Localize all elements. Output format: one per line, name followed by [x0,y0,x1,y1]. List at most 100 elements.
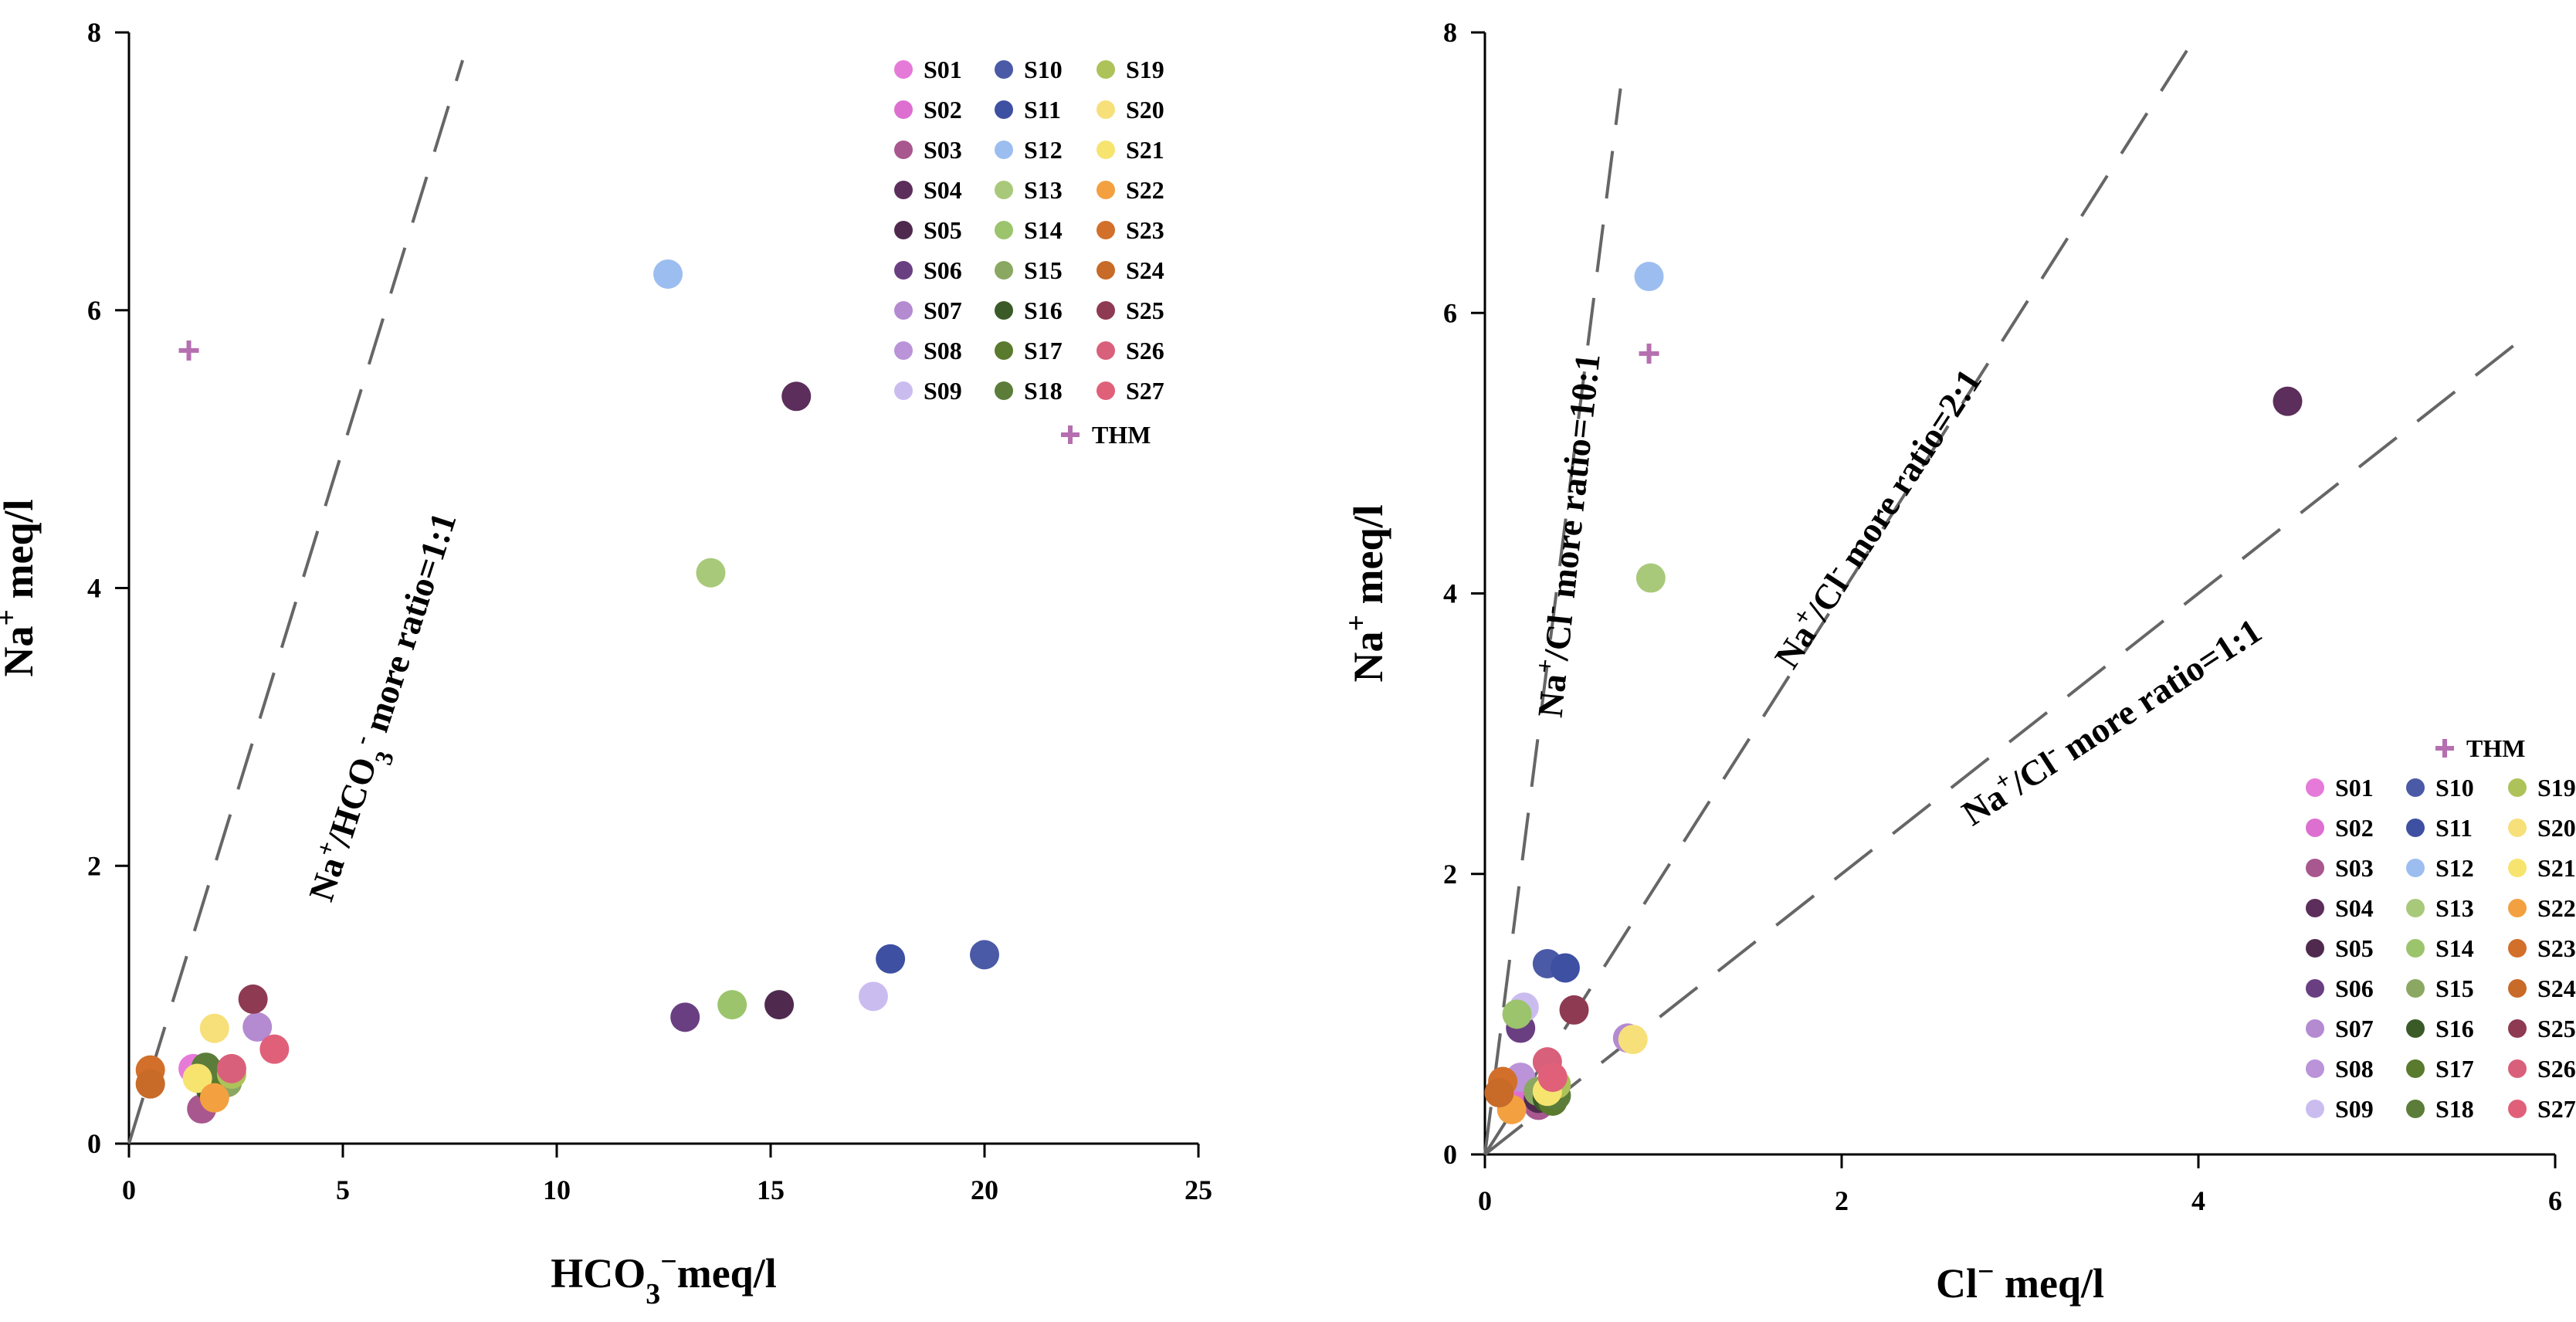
data-point-thm [178,340,199,361]
legend-label-s20: S20 [2537,814,2576,842]
legend-label-s15: S15 [2435,975,2474,1002]
data-point-s05 [764,990,795,1020]
legend-label-s19: S19 [1126,56,1164,83]
data-point-s25 [1559,995,1589,1025]
legend-label-s01: S01 [924,56,962,83]
legend-marker-s11 [995,100,1013,119]
data-point-s12 [1634,262,1664,292]
data-point-s20 [199,1013,229,1043]
y-tick-label: 6 [1443,297,1457,328]
data-point-s06 [670,1002,700,1032]
legend-marker-s13 [995,181,1013,199]
data-point-s24 [1484,1078,1514,1108]
legend-marker-s26 [1096,341,1115,360]
legend-marker-s06 [2306,979,2324,998]
legend-marker-s27 [2508,1100,2527,1118]
legend-marker-s14 [995,221,1013,239]
ratio-annotation-2: Na+/Cl- more ratio=2:1 [1763,360,1989,676]
legend-marker-s09 [894,381,913,400]
legend-marker-s25 [2508,1019,2527,1038]
legend-label-s18: S18 [2435,1095,2474,1123]
data-point-s20 [1618,1025,1648,1055]
legend-label-s03: S03 [2335,854,2374,882]
legend-label-s09: S09 [924,377,962,405]
y-tick-label: 8 [1443,17,1457,48]
legend-label-s21: S21 [2537,854,2576,882]
x-tick-label: 10 [543,1175,571,1205]
x-tick-label: 0 [1478,1185,1492,1216]
legend-marker-s24 [1096,261,1115,280]
legend-marker-s06 [894,261,913,280]
legend-label-s25: S25 [1126,297,1164,324]
legend-marker-s03 [2306,859,2324,877]
legend-marker-s03 [894,141,913,159]
legend-marker-s05 [2306,939,2324,958]
legend-label-s06: S06 [924,256,962,284]
legend-label-s10: S10 [2435,774,2474,802]
legend-label-s26: S26 [2537,1055,2576,1083]
legend-label-s16: S16 [1024,297,1063,324]
legend-marker-s17 [2406,1059,2425,1078]
legend-label-s10: S10 [1024,56,1063,83]
legend-marker-s11 [2406,819,2425,837]
x-tick-label: 25 [1185,1175,1212,1205]
y-tick-label: 4 [87,573,101,604]
legend-marker-s02 [894,100,913,119]
legend: S01 S02 S03 S04 S05 S06 S07 S08 S09 S10 S11 S12 S13 S… [894,56,1164,449]
legend-marker-s12 [995,141,1013,159]
legend-label-s23: S23 [2537,934,2576,962]
y-tick-label: 4 [1443,578,1457,609]
legend-label-s04: S04 [2335,894,2374,922]
legend-label-s07: S07 [2335,1015,2374,1042]
legend-marker-s23 [1096,221,1115,239]
x-axis-label: HCO3−meq/l [551,1246,776,1310]
legend-label-s12: S12 [2435,854,2474,882]
data-point-s04 [781,381,812,412]
legend-marker-s18 [995,381,1013,400]
data-point-thm [1639,343,1659,364]
legend-label-s15: S15 [1024,256,1063,284]
legend-marker-s10 [995,60,1013,79]
ratio-annotation-3: Na+/Cl- more ratio=1:1 [1953,607,2269,833]
legend-label-s27: S27 [1126,377,1164,405]
ratio-annotation-1: Na+/Cl- more ratio=10:1 [1526,351,1608,720]
legend: S01 S02 S03 S04 S05 S06 S07 S08 S09 S10 S11 S12 S13 S… [2306,734,2576,1123]
legend-marker-s20 [2508,819,2527,837]
data-point-s13 [1635,563,1666,593]
legend-marker-s21 [1096,141,1115,159]
x-tick-label: 6 [2548,1185,2562,1216]
legend-marker-s22 [1096,181,1115,199]
legend-label-s02: S02 [2335,814,2374,842]
data-point-s24 [135,1069,165,1099]
legend-marker-s15 [2406,979,2425,998]
legend-marker-s07 [2306,1019,2324,1038]
data-point-s04 [2273,386,2303,416]
legend-marker-s08 [2306,1059,2324,1078]
data-point-s12 [653,259,683,289]
x-tick-label: 2 [1835,1185,1849,1216]
legend-marker-s08 [894,341,913,360]
legend-label-s22: S22 [2537,894,2576,922]
legend-marker-s01 [894,60,913,79]
legend-label-s24: S24 [2537,975,2576,1002]
legend-marker-s24 [2508,979,2527,998]
y-tick-label: 8 [87,17,101,48]
legend-label-s01: S01 [2335,774,2374,802]
data-point-s27 [259,1034,290,1064]
legend-label-s27: S27 [2537,1095,2576,1123]
legend-label-s17: S17 [2435,1055,2474,1083]
legend-label-s08: S08 [924,337,962,364]
reference-line-1 [127,59,465,1144]
legend-label-s18: S18 [1024,377,1063,405]
data-point-s10 [970,940,999,970]
legend-label-s07: S07 [924,297,962,324]
legend-label-s04: S04 [924,176,962,204]
legend-marker-s19 [1096,60,1115,79]
y-tick-label: 0 [1443,1139,1457,1170]
legend-marker-s18 [2406,1100,2425,1118]
x-axis-label: Cl− meq/l [1936,1256,2104,1307]
legend-label-s26: S26 [1126,337,1164,364]
x-tick-label: 15 [757,1175,785,1205]
legend-marker-s16 [995,301,1013,320]
legend-marker-s10 [2406,778,2425,797]
